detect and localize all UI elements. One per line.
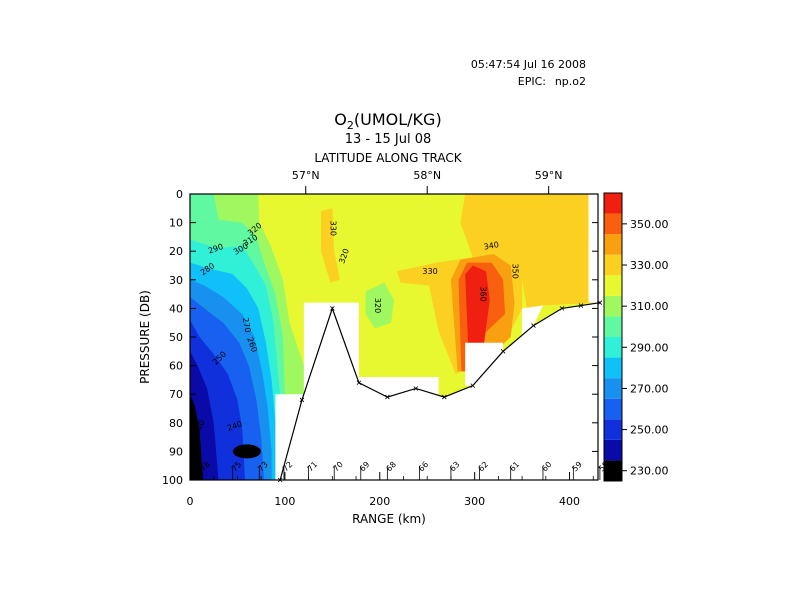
bottom-depth-point-7 — [470, 383, 476, 388]
bottom-depth-point-8 — [500, 349, 506, 354]
colorbar-swatch-13 — [604, 193, 622, 214]
x-tick-label: 300 — [464, 495, 485, 508]
y-tick-label: 90 — [169, 445, 183, 458]
colorbar: 230.00 250.00 270.00 290.00 310.00 330.00 350.… — [603, 192, 669, 482]
colorbar-swatch-5 — [604, 357, 622, 379]
mask-gap-mid — [301, 302, 359, 400]
colorbar-swatch-4 — [604, 378, 622, 399]
bottom-depth-point-11 — [578, 303, 584, 308]
field-band-310-patch — [365, 282, 394, 329]
no-data-mask — [275, 194, 600, 480]
bottom-depth-point-10 — [559, 306, 565, 311]
mask-gap-far — [522, 305, 543, 337]
colorbar-swatch-11 — [604, 234, 622, 255]
x-tick-label: 200 — [369, 495, 390, 508]
latitude-tick-label: 57°N — [292, 169, 320, 182]
y-tick-label: 70 — [169, 388, 183, 401]
colorbar-tick-label: 330.00 — [630, 259, 669, 272]
latitude-tick-label: 58°N — [413, 169, 441, 182]
bottom-depth-point-4 — [385, 394, 390, 400]
mask-gap-edge — [588, 194, 600, 303]
chart-title-main: O — [334, 110, 347, 129]
y-tick-label: 10 — [169, 217, 183, 230]
field-band-230-blob — [232, 444, 261, 459]
y-tick-label: 0 — [176, 188, 183, 201]
y-tick-label: 20 — [169, 245, 183, 258]
colorbar-swatch-12 — [604, 213, 622, 235]
mask-gap-left — [275, 394, 304, 480]
chart-title-units: (UMOL/KG) — [354, 110, 442, 129]
epic-file-label: np.o2 — [555, 75, 586, 88]
colorbar-swatch-1 — [604, 439, 622, 461]
bottom-depth-point-6 — [442, 394, 447, 400]
y-tick-label: 40 — [169, 302, 183, 315]
contour-label: 340 — [483, 240, 500, 252]
latitude-tick-label: 59°N — [535, 169, 563, 182]
bottom-depth-point-5 — [413, 386, 419, 391]
colorbar-swatch-3 — [604, 398, 622, 420]
y-axis-title: PRESSURE (DB) — [138, 290, 152, 384]
contour-label: 320 — [373, 298, 382, 313]
bottom-depth-point-9 — [531, 323, 536, 328]
colorbar-tick-label: 310.00 — [630, 300, 669, 313]
colorbar-swatch-7 — [604, 316, 622, 337]
field-band-360 — [465, 265, 490, 366]
y-tick-label: 60 — [169, 360, 183, 373]
colorbar-tick-label: 250.00 — [630, 424, 669, 437]
chart-title-subscript: 2 — [347, 119, 354, 132]
mask-below-bottom — [275, 302, 600, 480]
bottom-depth-point-2 — [330, 306, 335, 311]
colorbar-tick-label: 290.00 — [630, 341, 669, 354]
field-band-left-8 — [190, 394, 204, 480]
plot-axes: 0 10 20 30 40 50 60 70 80 90 100 0 100 200 300 400 57°N 5… — [162, 169, 599, 508]
field-band-330-left — [320, 208, 340, 283]
y-tick-label: 30 — [169, 274, 183, 287]
contour-label: 330 — [328, 221, 337, 236]
y-tick-label: 100 — [162, 474, 183, 487]
contour-label: 360 — [478, 286, 487, 301]
colorbar-frame — [603, 192, 623, 482]
bottom-depth-profile — [277, 300, 603, 483]
colorbar-tick-label: 350.00 — [630, 218, 669, 231]
bottom-depth-point-3 — [356, 380, 362, 386]
colorbar-swatch-8 — [604, 295, 622, 317]
bottom-depth-point-1 — [299, 397, 305, 403]
timestamp-label: 05:47:54 Jul 16 2008 — [471, 58, 586, 71]
x-tick-label: 100 — [274, 495, 295, 508]
colorbar-swatch-0 — [604, 460, 622, 481]
mask-gap-right — [465, 342, 504, 386]
mask-gap-shelf — [358, 377, 439, 398]
y-tick-label: 50 — [169, 331, 183, 344]
x-axis-title: RANGE (km) — [352, 512, 426, 526]
contour-label: 350 — [511, 264, 520, 279]
field-band-330-right — [460, 194, 600, 309]
x-tick-label: 0 — [187, 495, 194, 508]
colorbar-swatch-6 — [604, 337, 622, 358]
contour-label: 330 — [422, 267, 437, 276]
colorbar-swatch-10 — [604, 254, 622, 276]
colorbar-tick-label: 230.00 — [630, 465, 669, 478]
colorbar-swatch-2 — [604, 419, 622, 440]
chart-title: O2(UMOL/KG) — [334, 110, 441, 132]
colorbar-tick-label: 270.00 — [630, 382, 669, 395]
top-axis-title: LATITUDE ALONG TRACK — [314, 151, 462, 165]
y-tick-label: 80 — [169, 417, 183, 430]
epic-label: EPIC: — [518, 75, 546, 88]
chart-subtitle: 13 - 15 Jul 08 — [345, 132, 432, 147]
x-tick-label: 400 — [559, 495, 580, 508]
contour-label: 270 — [241, 317, 253, 334]
colorbar-swatch-9 — [604, 275, 622, 296]
